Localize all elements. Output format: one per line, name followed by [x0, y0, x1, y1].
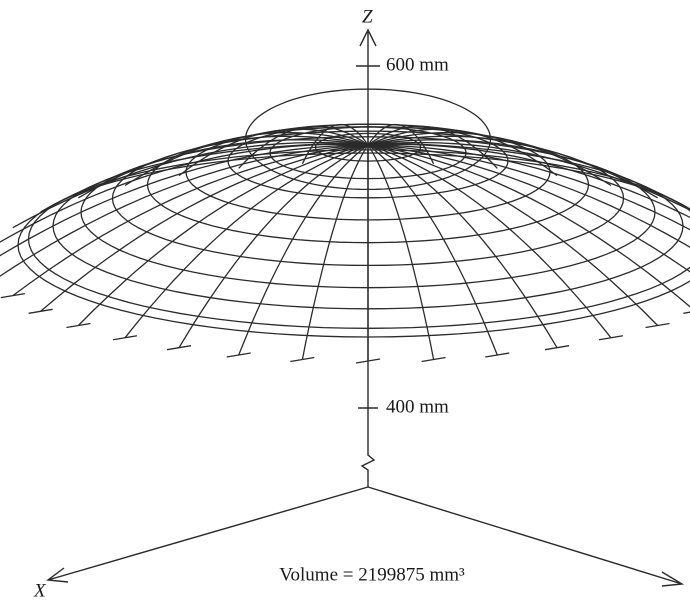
z-axis	[362, 32, 374, 487]
support-foot	[599, 336, 623, 340]
z-tick-label: 600 mm	[386, 54, 449, 75]
page: {"axes": {"z_label": "Z", "x_label": "X"…	[0, 0, 690, 602]
support-foot	[646, 324, 670, 328]
support-foot	[545, 346, 569, 350]
dome-wireframe	[0, 89, 690, 363]
support-foot	[683, 309, 690, 313]
support-foot	[29, 309, 53, 313]
x-label: X	[33, 580, 47, 601]
z-label: Z	[362, 6, 373, 27]
support-foot	[167, 346, 191, 350]
ring	[18, 153, 690, 337]
support-foot	[1, 294, 25, 298]
meridian	[78, 145, 368, 326]
meridian	[368, 145, 690, 262]
wireframe-figure: Z X 600 mm 400 mm Volume = 2199875 mm³	[0, 0, 690, 602]
meridian	[368, 145, 658, 326]
volume-caption: Volume = 2199875 mm³	[279, 564, 465, 585]
z-tick-label: 400 mm	[386, 396, 449, 417]
support-foot	[113, 336, 137, 340]
support-foot	[66, 324, 90, 328]
